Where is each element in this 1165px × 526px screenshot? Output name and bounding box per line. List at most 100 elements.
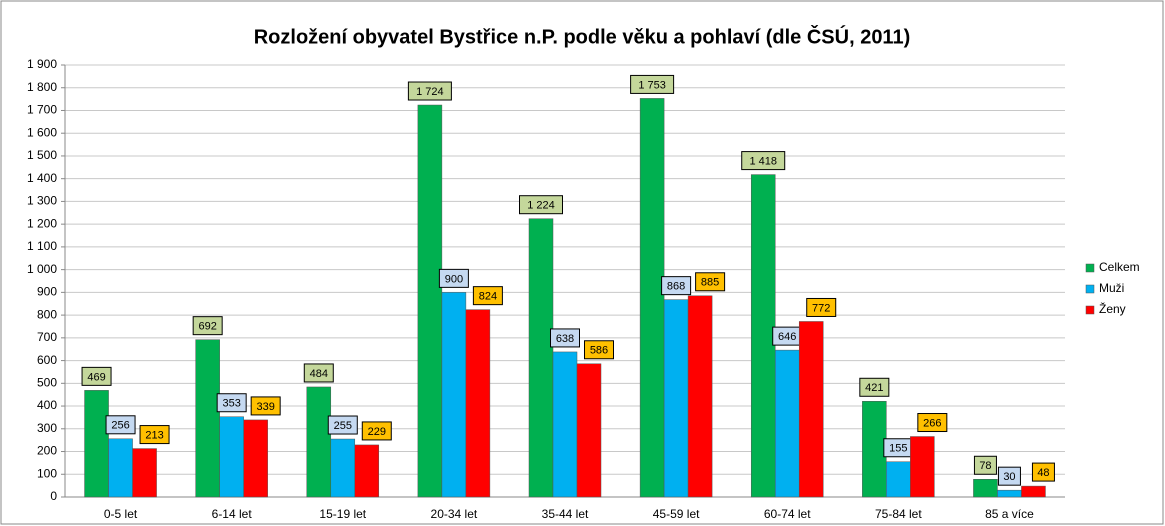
x-tick-label: 6-14 let — [212, 507, 253, 521]
data-label-box — [661, 276, 692, 296]
data-label: 1 224 — [527, 200, 555, 212]
data-label: 48 — [1037, 467, 1049, 479]
x-tick-label: 85 a více — [985, 507, 1034, 521]
y-tick-label: 800 — [37, 307, 57, 321]
data-label-box — [303, 363, 334, 383]
data-label-box — [81, 366, 112, 386]
bar — [973, 479, 998, 498]
y-tick-label: 700 — [37, 330, 57, 344]
y-tick-label: 1 000 — [27, 262, 57, 276]
x-tick-label: 45-59 let — [653, 507, 700, 521]
data-label: 868 — [667, 281, 685, 293]
bar — [639, 98, 665, 498]
y-tick-label: 1 400 — [27, 171, 57, 185]
bar — [441, 292, 467, 498]
bar — [687, 295, 713, 498]
x-tick-label: 35-44 let — [542, 507, 589, 521]
data-label-box — [519, 195, 563, 215]
legend-swatch — [1085, 305, 1095, 315]
bar — [1021, 485, 1046, 498]
y-tick-label: 1 600 — [27, 125, 57, 139]
x-tick-label: 15-19 let — [319, 507, 366, 521]
data-label: 586 — [590, 345, 608, 357]
data-label-box — [806, 297, 837, 317]
bar — [862, 401, 887, 498]
bar — [132, 448, 157, 498]
data-label-box — [859, 377, 890, 397]
y-tick-label: 100 — [37, 466, 57, 480]
data-label: 256 — [111, 420, 129, 432]
y-tick-label: 1 500 — [27, 148, 57, 162]
data-label-box — [584, 340, 614, 360]
data-label: 484 — [310, 368, 328, 380]
data-label-box — [472, 286, 503, 306]
legend-swatch — [1085, 284, 1095, 294]
data-label: 155 — [889, 443, 907, 455]
bar — [997, 489, 1022, 498]
data-label: 229 — [368, 426, 386, 438]
x-tick-label: 60-74 let — [764, 507, 811, 521]
legend-label: Muži — [1099, 281, 1124, 295]
legend-label: Celkem — [1099, 260, 1140, 274]
data-label: 266 — [923, 417, 941, 429]
bar — [243, 419, 268, 498]
y-tick-label: 1 100 — [27, 239, 57, 253]
bar — [330, 438, 356, 498]
data-label: 772 — [812, 302, 830, 314]
data-label-box — [917, 413, 948, 433]
bar — [219, 416, 244, 498]
data-label: 692 — [198, 321, 216, 333]
y-tick-label: 600 — [37, 353, 57, 367]
bar — [108, 438, 133, 498]
data-label: 1 753 — [638, 79, 666, 91]
data-label: 339 — [256, 401, 274, 413]
data-label: 213 — [145, 429, 163, 441]
y-tick-label: 1 700 — [27, 103, 57, 117]
bar — [306, 386, 332, 498]
data-label: 78 — [979, 460, 991, 472]
data-label-box — [1031, 462, 1055, 482]
data-label-box — [973, 455, 997, 475]
y-tick-label: 1 800 — [27, 80, 57, 94]
bar — [417, 104, 443, 498]
data-label-box — [105, 415, 136, 435]
bar — [576, 363, 602, 498]
y-tick-label: 400 — [37, 398, 57, 412]
data-label-box — [250, 396, 281, 416]
bar — [84, 390, 109, 498]
y-tick-label: 1 200 — [27, 216, 57, 230]
data-label: 1 418 — [749, 155, 777, 167]
data-label: 1 724 — [416, 86, 444, 98]
data-label: 421 — [865, 382, 883, 394]
bar — [886, 461, 911, 498]
y-tick-label: 0 — [50, 489, 57, 503]
data-label-box — [630, 74, 675, 94]
legend-label: Ženy — [1099, 301, 1126, 316]
y-tick-label: 200 — [37, 444, 57, 458]
data-label: 255 — [334, 420, 352, 432]
data-label: 469 — [87, 371, 105, 383]
y-tick-label: 1 300 — [27, 194, 57, 208]
data-label-box — [407, 81, 452, 101]
data-label: 30 — [1003, 471, 1015, 483]
data-label-box — [216, 393, 247, 413]
bar — [528, 218, 554, 498]
bar — [354, 444, 380, 498]
data-label-box — [192, 316, 223, 336]
data-label-box — [139, 425, 170, 445]
x-tick-label: 75-84 let — [875, 507, 922, 521]
data-label-box — [438, 268, 469, 288]
chart-title: Rozložení obyvatel Bystřice n.P. podle v… — [254, 24, 911, 48]
bar — [774, 349, 800, 498]
x-tick-label: 0-5 let — [104, 507, 138, 521]
bar — [910, 436, 935, 498]
data-label: 638 — [556, 333, 574, 345]
x-tick-label: 20-34 let — [431, 507, 478, 521]
data-label-box — [695, 272, 726, 292]
y-tick-label: 300 — [37, 421, 57, 435]
data-label: 646 — [778, 331, 796, 343]
data-label: 824 — [479, 291, 497, 303]
y-tick-label: 1 900 — [27, 57, 57, 71]
legend-swatch — [1085, 263, 1095, 273]
